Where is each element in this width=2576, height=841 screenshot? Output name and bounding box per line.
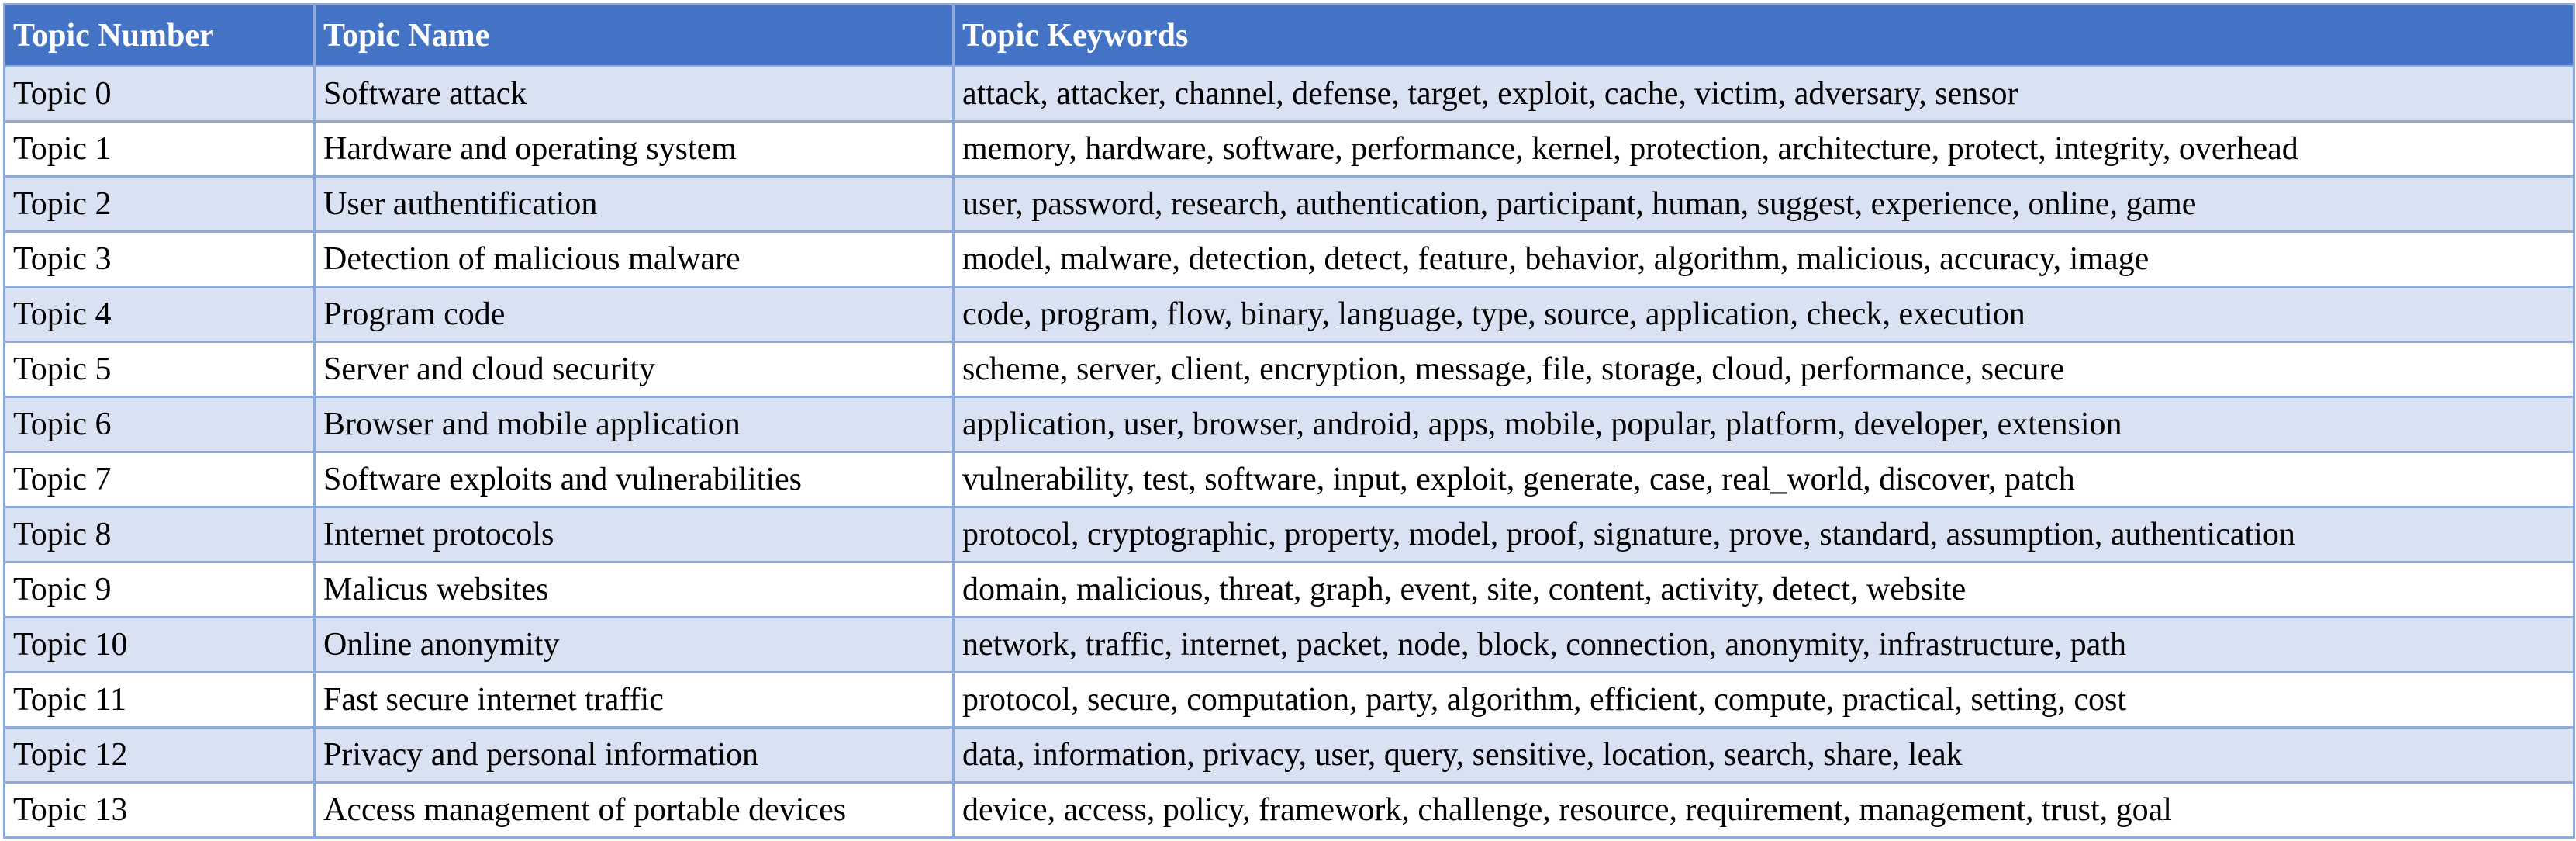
table-row: Topic 10 Online anonymity network, traffic… [3, 616, 2575, 673]
topic-number-cell: Topic 11 [3, 671, 316, 729]
table-row: Topic 13 Access management of portable de… [3, 781, 2575, 839]
topic-number-cell: Topic 10 [3, 616, 316, 673]
topic-number-cell: Topic 6 [3, 396, 316, 453]
topic-keywords-cell: data, information, privacy, user, query,… [952, 726, 2575, 784]
header-topic-name: Topic Name [313, 3, 955, 67]
topic-number-cell: Topic 2 [3, 175, 316, 233]
topic-number-cell: Topic 3 [3, 230, 316, 288]
topic-name-cell: Program code [313, 286, 955, 343]
topic-number-cell: Topic 8 [3, 506, 316, 563]
table-row: Topic 1 Hardware and operating system memo… [3, 120, 2575, 178]
table-row: Topic 11 Fast secure internet traffic prot… [3, 671, 2575, 729]
table-header: Topic Number Topic Name Topic Keywords [3, 3, 2575, 67]
topic-name-cell: Access management of portable devices [313, 781, 955, 839]
topic-name-cell: User authentification [313, 175, 955, 233]
topic-name-cell: Server and cloud security [313, 341, 955, 398]
topic-keywords-cell: attack, attacker, channel, defense, targ… [952, 65, 2575, 123]
topic-keywords-cell: protocol, secure, computation, party, al… [952, 671, 2575, 729]
topic-name-cell: Online anonymity [313, 616, 955, 673]
topic-name-cell: Software exploits and vulnerabilities [313, 451, 955, 508]
topic-keywords-cell: domain, malicious, threat, graph, event,… [952, 561, 2575, 618]
topic-keywords-cell: network, traffic, internet, packet, node… [952, 616, 2575, 673]
header-row: Topic Number Topic Name Topic Keywords [3, 3, 2575, 67]
topic-table: Topic Number Topic Name Topic Keywords T… [3, 3, 2575, 839]
topic-number-cell: Topic 13 [3, 781, 316, 839]
header-topic-keywords: Topic Keywords [952, 3, 2575, 67]
table-row: Topic 9 Malicus websites domain, malicious… [3, 561, 2575, 618]
table-row: Topic 6 Browser and mobile application app… [3, 396, 2575, 453]
topic-keywords-cell: memory, hardware, software, performance,… [952, 120, 2575, 178]
topic-number-cell: Topic 5 [3, 341, 316, 398]
topic-keywords-cell: code, program, flow, binary, language, t… [952, 286, 2575, 343]
table-row: Topic 7 Software exploits and vulnerabili… [3, 451, 2575, 508]
topic-keywords-cell: application, user, browser, android, app… [952, 396, 2575, 453]
topic-keywords-cell: scheme, server, client, encryption, mess… [952, 341, 2575, 398]
topic-number-cell: Topic 7 [3, 451, 316, 508]
header-topic-number: Topic Number [3, 3, 316, 67]
table-row: Topic 8 Internet protocols protocol, crypt… [3, 506, 2575, 563]
topic-name-cell: Software attack [313, 65, 955, 123]
topic-number-cell: Topic 9 [3, 561, 316, 618]
table-row: Topic 2 User authentification user, passwo… [3, 175, 2575, 233]
topic-keywords-cell: vulnerability, test, software, input, ex… [952, 451, 2575, 508]
topic-keywords-cell: model, malware, detection, detect, featu… [952, 230, 2575, 288]
topic-name-cell: Browser and mobile application [313, 396, 955, 453]
topic-number-cell: Topic 4 [3, 286, 316, 343]
topic-keywords-cell: user, password, research, authentication… [952, 175, 2575, 233]
topic-number-cell: Topic 0 [3, 65, 316, 123]
topic-name-cell: Malicus websites [313, 561, 955, 618]
topic-name-cell: Detection of malicious malware [313, 230, 955, 288]
table-body: Topic 0 Software attack attack, attacker, … [3, 65, 2575, 839]
topic-name-cell: Hardware and operating system [313, 120, 955, 178]
topic-keywords-cell: protocol, cryptographic, property, model… [952, 506, 2575, 563]
table-row: Topic 3 Detection of malicious malware mod… [3, 230, 2575, 288]
topic-number-cell: Topic 12 [3, 726, 316, 784]
table-row: Topic 12 Privacy and personal information… [3, 726, 2575, 784]
table-row: Topic 0 Software attack attack, attacker, … [3, 65, 2575, 123]
table-row: Topic 4 Program code code, program, flow, … [3, 286, 2575, 343]
topic-name-cell: Internet protocols [313, 506, 955, 563]
topic-name-cell: Privacy and personal information [313, 726, 955, 784]
table-row: Topic 5 Server and cloud security scheme, … [3, 341, 2575, 398]
topic-keywords-cell: device, access, policy, framework, chall… [952, 781, 2575, 839]
topic-number-cell: Topic 1 [3, 120, 316, 178]
topic-name-cell: Fast secure internet traffic [313, 671, 955, 729]
